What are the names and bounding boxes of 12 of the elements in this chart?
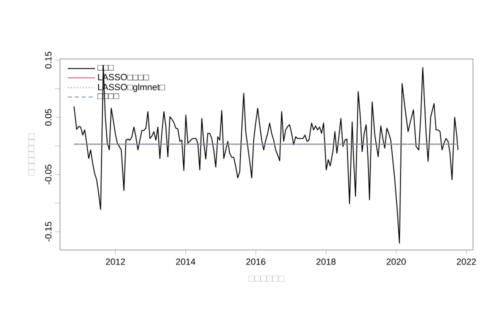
x-tick-label: 2012 [106,258,125,265]
y-tick-label: -0.15 [45,222,52,242]
x-axis-title: □□□□□□ [248,276,285,282]
x-tick-label: 2014 [176,258,196,265]
y-tick-label: -0.05 [45,164,52,184]
y-tick-label: 0.05 [45,108,52,126]
y-tick-label: 0.15 [45,52,52,69]
x-tick-label: 2020 [386,258,406,265]
x-tick-label: 2018 [316,258,336,265]
x-tick-label: 2022 [456,258,476,265]
y-axis-title: □□□□□□□ [28,133,34,176]
x-tick-label: 2016 [246,258,266,265]
